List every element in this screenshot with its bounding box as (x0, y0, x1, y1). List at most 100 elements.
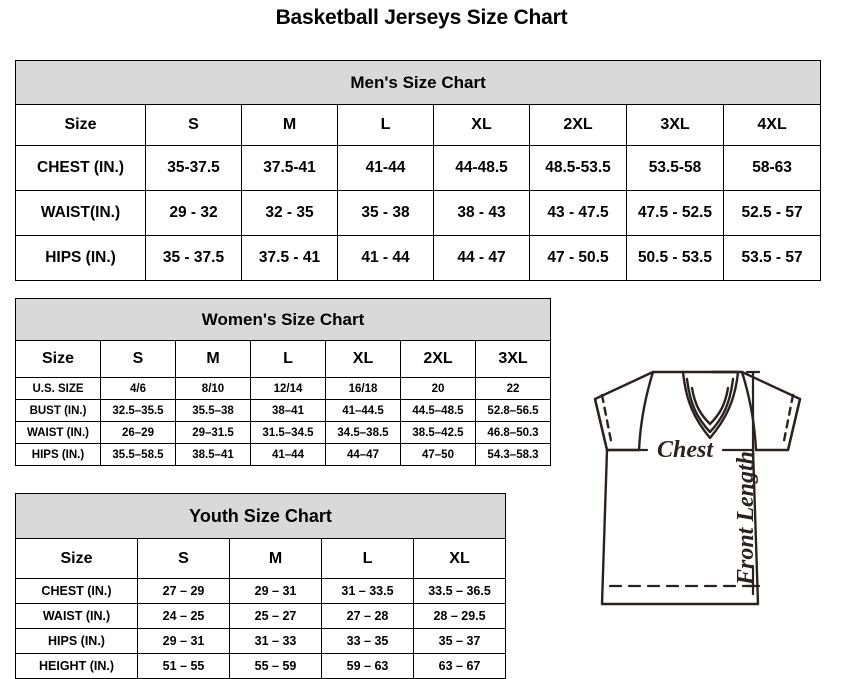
womens-bust-m: 35.5–38 (175, 399, 251, 422)
womens-hips-xl: 44–47 (325, 443, 401, 466)
mens-chest-3xl: 53.5-58 (626, 145, 724, 191)
youth-row-label-waist: WAIST (IN.) (15, 603, 138, 629)
mens-hips-xl: 44 - 47 (433, 235, 530, 281)
mens-size-chart-table: Men's Size Chart Size S M L XL 2XL 3XL 4… (14, 60, 822, 281)
youth-waist-l: 27 – 28 (321, 603, 414, 629)
womens-waist-s: 26–29 (100, 421, 176, 444)
youth-row-label-chest: CHEST (IN.) (15, 578, 138, 604)
youth-waist-s: 24 – 25 (137, 603, 230, 629)
youth-caption-row: Youth Size Chart (14, 493, 507, 539)
mens-col-header-4xl: 4XL (722, 104, 822, 146)
womens-caption: Women's Size Chart (14, 298, 552, 341)
page-title: Basketball Jerseys Size Chart (275, 6, 568, 29)
youth-height-l: 59 – 63 (321, 653, 414, 679)
youth-col-header-xl: XL (412, 538, 507, 579)
womens-waist-m: 29–31.5 (175, 421, 251, 444)
youth-col-header-size: Size (15, 538, 138, 579)
mens-col-header-s: S (145, 104, 242, 146)
womens-caption-row: Women's Size Chart (14, 298, 552, 341)
mens-waist-4xl: 52.5 - 57 (722, 190, 822, 236)
mens-col-header-2xl: 2XL (529, 104, 627, 146)
jersey-neck-mid (685, 377, 735, 434)
womens-hips-s: 35.5–58.5 (100, 443, 176, 466)
mens-chest-2xl: 48.5-53.5 (529, 145, 627, 191)
womens-bust-l: 38–41 (250, 399, 326, 422)
womens-size-chart-table: Women's Size Chart Size S M L XL 2XL 3XL… (14, 298, 552, 466)
youth-header-row: Size S M L XL (15, 538, 507, 579)
womens-col-header-m: M (175, 340, 251, 378)
womens-us-size-s: 4/6 (100, 377, 176, 400)
mens-caption-row: Men's Size Chart (14, 60, 822, 105)
youth-hips-xl: 35 – 37 (412, 628, 507, 654)
youth-chest-s: 27 – 29 (137, 578, 230, 604)
mens-col-header-xl: XL (433, 104, 530, 146)
youth-waist-xl: 28 – 29.5 (412, 603, 507, 629)
mens-chest-s: 35-37.5 (145, 145, 242, 191)
jersey-left-armhole (637, 370, 655, 452)
mens-row-label-chest: CHEST (IN.) (15, 145, 146, 191)
womens-us-size-m: 8/10 (175, 377, 251, 400)
mens-hips-m: 37.5 - 41 (241, 235, 338, 281)
youth-chest-xl: 33.5 – 36.5 (412, 578, 507, 604)
mens-hips-4xl: 53.5 - 57 (722, 235, 822, 281)
womens-bust-s: 32.5–35.5 (100, 399, 176, 422)
table-row: U.S. SIZE 4/6 8/10 12/14 16/18 20 22 (15, 377, 552, 400)
womens-col-header-s: S (100, 340, 176, 378)
table-row: WAIST (IN.) 26–29 29–31.5 31.5–34.5 34.5… (15, 421, 552, 444)
jersey-right-sleeve-bottom (754, 397, 802, 452)
womens-us-size-xl: 16/18 (325, 377, 401, 400)
womens-row-label-hips: HIPS (IN.) (15, 443, 101, 466)
chest-measure-label: Chest (657, 437, 714, 463)
mens-header-row: Size S M L XL 2XL 3XL 4XL (15, 104, 822, 146)
table-row: BUST (IN.) 32.5–35.5 35.5–38 38–41 41–44… (15, 399, 552, 422)
womens-us-size-l: 12/14 (250, 377, 326, 400)
jersey-left-sleeve-bottom (593, 397, 641, 452)
womens-waist-l: 31.5–34.5 (250, 421, 326, 444)
mens-col-header-l: L (337, 104, 434, 146)
mens-hips-l: 41 - 44 (337, 235, 434, 281)
jersey-neck-outer (681, 370, 740, 440)
youth-hips-s: 29 – 31 (137, 628, 230, 654)
mens-caption: Men's Size Chart (14, 60, 822, 105)
mens-col-header-m: M (241, 104, 338, 146)
youth-height-xl: 63 – 67 (412, 653, 507, 679)
youth-hips-l: 33 – 35 (321, 628, 414, 654)
youth-col-header-s: S (137, 538, 230, 579)
mens-col-header-3xl: 3XL (626, 104, 724, 146)
mens-waist-3xl: 47.5 - 52.5 (626, 190, 724, 236)
womens-bust-3xl: 52.8–56.5 (474, 399, 552, 422)
youth-size-chart-table: Youth Size Chart Size S M L XL CHEST (IN… (14, 493, 507, 679)
table-row: HIPS (IN.) 29 – 31 31 – 33 33 – 35 35 – … (15, 628, 507, 654)
table-row: WAIST(IN.) 29 - 32 32 - 35 35 - 38 38 - … (15, 190, 822, 236)
womens-hips-3xl: 54.3–58.3 (474, 443, 552, 466)
womens-col-header-2xl: 2XL (400, 340, 476, 378)
womens-us-size-3xl: 22 (474, 377, 552, 400)
mens-chest-4xl: 58-63 (722, 145, 822, 191)
mens-hips-3xl: 50.5 - 53.5 (626, 235, 724, 281)
womens-col-header-size: Size (15, 340, 101, 378)
mens-waist-m: 32 - 35 (241, 190, 338, 236)
mens-chest-l: 41-44 (337, 145, 434, 191)
jersey-measurement-diagram: Chest Front Length (555, 358, 840, 658)
womens-col-header-xl: XL (325, 340, 401, 378)
youth-row-label-height: HEIGHT (IN.) (15, 653, 138, 679)
table-row: CHEST (IN.) 27 – 29 29 – 31 31 – 33.5 33… (15, 578, 507, 604)
youth-caption: Youth Size Chart (14, 493, 507, 539)
jersey-right-sleeve-hem-line (781, 393, 795, 448)
mens-row-label-waist: WAIST(IN.) (15, 190, 146, 236)
mens-chest-xl: 44-48.5 (433, 145, 530, 191)
mens-chest-m: 37.5-41 (241, 145, 338, 191)
table-row: HEIGHT (IN.) 51 – 55 55 – 59 59 – 63 63 … (15, 653, 507, 679)
mens-hips-2xl: 47 - 50.5 (529, 235, 627, 281)
mens-waist-2xl: 43 - 47.5 (529, 190, 627, 236)
table-row: HIPS (IN.) 35.5–58.5 38.5–41 41–44 44–47… (15, 443, 552, 466)
youth-height-m: 55 – 59 (229, 653, 322, 679)
youth-row-label-hips: HIPS (IN.) (15, 628, 138, 654)
womens-us-size-2xl: 20 (400, 377, 476, 400)
womens-bust-2xl: 44.5–48.5 (400, 399, 476, 422)
youth-chest-m: 29 – 31 (229, 578, 322, 604)
youth-col-header-l: L (321, 538, 414, 579)
youth-height-s: 51 – 55 (137, 653, 230, 679)
womens-col-header-3xl: 3XL (474, 340, 552, 378)
jersey-left-sleeve-hem-line (600, 393, 614, 448)
